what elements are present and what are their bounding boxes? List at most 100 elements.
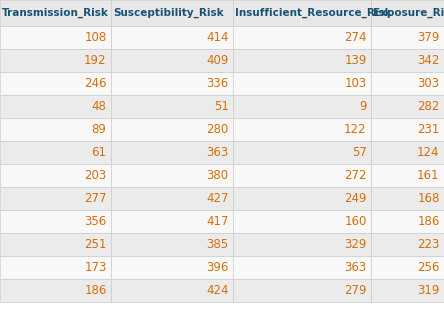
Text: 414: 414 (206, 31, 229, 44)
Bar (371, 187, 444, 210)
Bar (111, 256, 233, 279)
Bar (371, 210, 444, 233)
Text: Exposure_Risk: Exposure_Risk (373, 8, 444, 18)
Bar (0, 233, 111, 256)
Text: 274: 274 (344, 31, 367, 44)
Text: 417: 417 (206, 215, 229, 228)
Bar (233, 0, 371, 26)
Bar (0, 210, 111, 233)
Bar (0, 26, 111, 49)
Bar (233, 118, 371, 141)
Text: 424: 424 (206, 284, 229, 297)
Bar (371, 141, 444, 164)
Text: Transmission_Risk: Transmission_Risk (2, 8, 109, 18)
Text: 396: 396 (206, 261, 229, 274)
Text: 379: 379 (417, 31, 440, 44)
Text: 57: 57 (352, 146, 367, 159)
Text: 251: 251 (84, 238, 107, 251)
Text: 342: 342 (417, 54, 440, 67)
Text: 280: 280 (206, 123, 229, 136)
Text: 409: 409 (206, 54, 229, 67)
Text: 363: 363 (344, 261, 367, 274)
Text: 103: 103 (344, 77, 367, 90)
Text: 363: 363 (206, 146, 229, 159)
Text: 173: 173 (84, 261, 107, 274)
Text: 223: 223 (417, 238, 440, 251)
Text: 427: 427 (206, 192, 229, 205)
Bar (371, 0, 444, 26)
Bar (111, 233, 233, 256)
Bar (233, 49, 371, 72)
Text: 249: 249 (344, 192, 367, 205)
Text: 61: 61 (91, 146, 107, 159)
Bar (233, 210, 371, 233)
Text: 256: 256 (417, 261, 440, 274)
Text: 160: 160 (344, 215, 367, 228)
Text: Insufficient_Resource_Risk: Insufficient_Resource_Risk (235, 8, 392, 18)
Text: 161: 161 (417, 169, 440, 182)
Text: 168: 168 (417, 192, 440, 205)
Bar (111, 210, 233, 233)
Bar (111, 26, 233, 49)
Bar (0, 0, 111, 26)
Bar (371, 233, 444, 256)
Text: 303: 303 (417, 77, 440, 90)
Text: 48: 48 (91, 100, 107, 113)
Bar (371, 26, 444, 49)
Bar (233, 187, 371, 210)
Bar (371, 72, 444, 95)
Bar (233, 141, 371, 164)
Text: 319: 319 (417, 284, 440, 297)
Text: Susceptibility_Risk: Susceptibility_Risk (113, 8, 224, 18)
Text: 231: 231 (417, 123, 440, 136)
Bar (0, 256, 111, 279)
Text: 186: 186 (417, 215, 440, 228)
Text: 124: 124 (417, 146, 440, 159)
Bar (233, 26, 371, 49)
Bar (233, 95, 371, 118)
Bar (111, 72, 233, 95)
Text: 122: 122 (344, 123, 367, 136)
Bar (233, 279, 371, 302)
Bar (371, 279, 444, 302)
Bar (0, 49, 111, 72)
Bar (371, 95, 444, 118)
Bar (111, 95, 233, 118)
Text: 186: 186 (84, 284, 107, 297)
Bar (233, 256, 371, 279)
Text: 9: 9 (359, 100, 367, 113)
Bar (0, 118, 111, 141)
Bar (111, 187, 233, 210)
Bar (0, 72, 111, 95)
Text: 282: 282 (417, 100, 440, 113)
Bar (233, 233, 371, 256)
Bar (111, 0, 233, 26)
Bar (0, 187, 111, 210)
Text: 272: 272 (344, 169, 367, 182)
Bar (371, 164, 444, 187)
Text: 192: 192 (84, 54, 107, 67)
Text: 329: 329 (344, 238, 367, 251)
Text: 380: 380 (206, 169, 229, 182)
Bar (371, 49, 444, 72)
Text: 277: 277 (84, 192, 107, 205)
Bar (0, 95, 111, 118)
Bar (371, 256, 444, 279)
Bar (0, 141, 111, 164)
Bar (0, 164, 111, 187)
Text: 385: 385 (206, 238, 229, 251)
Bar (111, 49, 233, 72)
Bar (233, 164, 371, 187)
Text: 51: 51 (214, 100, 229, 113)
Bar (111, 164, 233, 187)
Bar (371, 118, 444, 141)
Bar (111, 141, 233, 164)
Text: 336: 336 (206, 77, 229, 90)
Bar (111, 279, 233, 302)
Text: 203: 203 (84, 169, 107, 182)
Bar (233, 72, 371, 95)
Text: 356: 356 (84, 215, 107, 228)
Text: 246: 246 (84, 77, 107, 90)
Text: 139: 139 (344, 54, 367, 67)
Bar (111, 118, 233, 141)
